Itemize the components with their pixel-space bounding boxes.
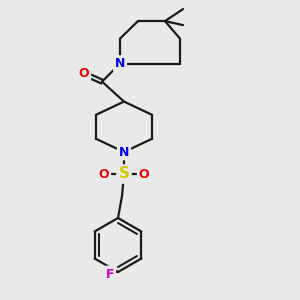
Text: S: S xyxy=(118,167,130,182)
Text: N: N xyxy=(119,146,129,158)
Text: N: N xyxy=(115,57,125,70)
Text: O: O xyxy=(139,167,149,181)
Text: F: F xyxy=(106,268,114,281)
Text: O: O xyxy=(99,167,109,181)
Text: O: O xyxy=(79,67,89,80)
